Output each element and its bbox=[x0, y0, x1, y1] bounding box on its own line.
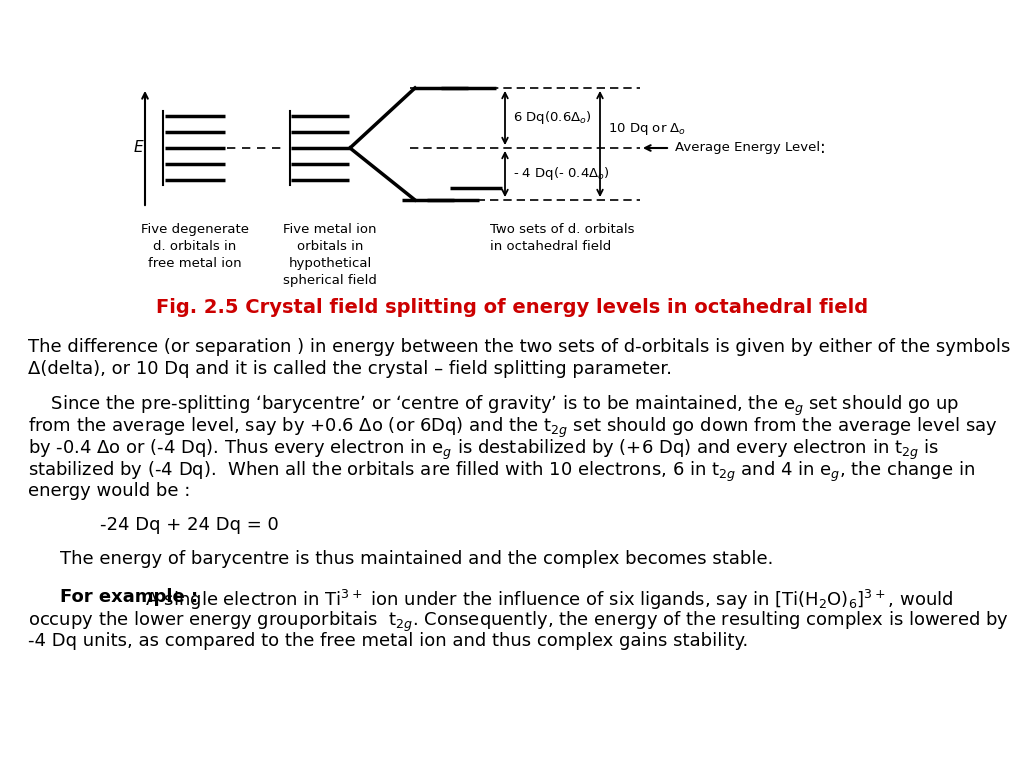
Text: ‑4 Dq units, as compared to the free metal ion and thus complex gains stability.: ‑4 Dq units, as compared to the free met… bbox=[28, 632, 749, 650]
Text: occupy the lower energy grouporbitais  t$_{2g}$. Consequently, the energy of the: occupy the lower energy grouporbitais t$… bbox=[28, 610, 1009, 634]
Text: Since the pre-splitting ‘barycentre’ or ‘centre of gravity’ is to be maintained,: Since the pre-splitting ‘barycentre’ or … bbox=[28, 394, 959, 419]
Text: A single electron in Ti$^{3+}$ ion under the influence of six ligands, say in [T: A single electron in Ti$^{3+}$ ion under… bbox=[60, 588, 953, 612]
Text: - 4 Dq(- 0.4Δ$_o$): - 4 Dq(- 0.4Δ$_o$) bbox=[513, 165, 609, 183]
Text: Five degenerate
d. orbitals in
free metal ion: Five degenerate d. orbitals in free meta… bbox=[141, 223, 249, 270]
Text: :: : bbox=[820, 139, 825, 157]
Text: The energy of barycentre is thus maintained and the complex becomes stable.: The energy of barycentre is thus maintai… bbox=[60, 550, 773, 568]
Text: For example :: For example : bbox=[60, 588, 198, 606]
Text: Fig. 2.5 Crystal field splitting of energy levels in octahedral field: Fig. 2.5 Crystal field splitting of ener… bbox=[156, 298, 868, 317]
Text: by ‑0.4 Δo or (‑4 Dq). Thus every electron in e$_g$ is destabilized by (+6 Dq) a: by ‑0.4 Δo or (‑4 Dq). Thus every electr… bbox=[28, 438, 939, 462]
Text: Average Energy Level: Average Energy Level bbox=[675, 141, 820, 154]
Text: Five metal ion
orbitals in
hypothetical
spherical field: Five metal ion orbitals in hypothetical … bbox=[283, 223, 377, 287]
Text: energy would be :: energy would be : bbox=[28, 482, 190, 500]
Text: stabilized by (‑4 Dq).  When all the orbitals are filled with 10 electrons, 6 in: stabilized by (‑4 Dq). When all the orbi… bbox=[28, 460, 975, 484]
Text: 10 Dq or Δ$_o$: 10 Dq or Δ$_o$ bbox=[608, 121, 686, 137]
Text: from the average level, say by +0.6 Δo (or 6Dq) and the t$_{2g}$ set should go d: from the average level, say by +0.6 Δo (… bbox=[28, 416, 997, 440]
Text: The difference (or separation ) in energy between the two sets of d‑orbitals is : The difference (or separation ) in energ… bbox=[28, 338, 1011, 356]
Text: E: E bbox=[133, 141, 142, 155]
Text: 6 Dq(0.6Δ$_o$): 6 Dq(0.6Δ$_o$) bbox=[513, 110, 592, 127]
Text: Two sets of d. orbitals
in octahedral field: Two sets of d. orbitals in octahedral fi… bbox=[490, 223, 635, 253]
Text: Δ(delta), or 10 Dq and it is called the crystal – field splitting parameter.: Δ(delta), or 10 Dq and it is called the … bbox=[28, 360, 672, 378]
Text: -24 Dq + 24 Dq = 0: -24 Dq + 24 Dq = 0 bbox=[100, 516, 279, 534]
